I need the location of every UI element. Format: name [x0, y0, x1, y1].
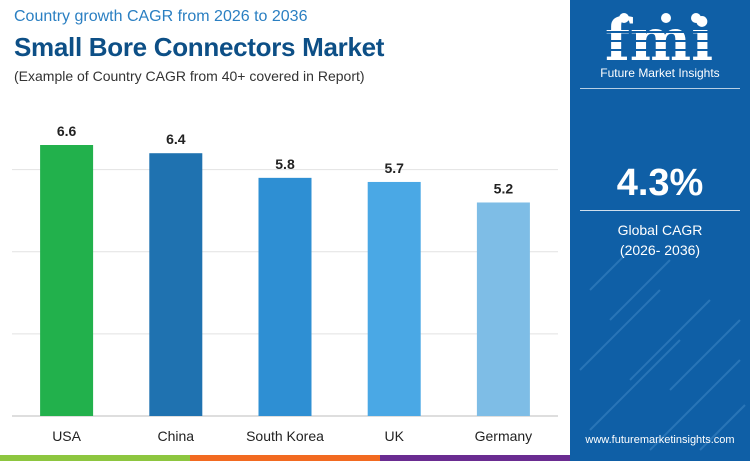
- bottom-bar-segment: [0, 455, 190, 461]
- bar-chart: 6.6 USA 6.4 China 5.8 South Korea 5.7 UK 5.2 Germ…: [12, 123, 558, 444]
- data-label: 5.2: [494, 180, 514, 196]
- logo-person-icon: [691, 13, 701, 23]
- logo-subtitle: Future Market Insights: [600, 66, 720, 80]
- bar-usa: [40, 145, 94, 416]
- x-tick-label: UK: [384, 428, 404, 444]
- global-cagr-label-line1: Global CAGR: [617, 222, 703, 238]
- x-tick-label: South Korea: [246, 428, 324, 444]
- bar-germany: [476, 202, 530, 416]
- x-tick-label: USA: [52, 428, 81, 444]
- bottom-bar-segment: [190, 455, 380, 461]
- global-cagr-label-period: (2026- 2036): [619, 242, 701, 258]
- data-label: 5.7: [384, 160, 404, 176]
- website-link[interactable]: www.futuremarketinsights.com: [585, 434, 735, 446]
- logo-cart-icon: [661, 13, 671, 23]
- logo-globe-icon: [619, 13, 629, 23]
- texture-pattern: [579, 249, 746, 451]
- fmi-logo: fmi: [599, 8, 719, 74]
- bottom-color-bar: [0, 455, 570, 461]
- bar-uk: [367, 181, 421, 416]
- bar-south-korea: [258, 177, 312, 416]
- global-cagr-label: Global CAGR (2026- 2036): [570, 220, 750, 260]
- data-label: 6.6: [57, 123, 77, 139]
- x-tick-label: Germany: [475, 428, 533, 444]
- bar-china: [149, 153, 203, 416]
- x-tick-label: China: [158, 428, 195, 444]
- global-cagr-value: 4.3%: [616, 162, 704, 204]
- chart-panel: Country growth CAGR from 2026 to 2036 Sm…: [0, 8, 570, 461]
- chart-subtitle: Country growth CAGR from 2026 to 2036: [14, 8, 308, 25]
- data-label: 5.8: [275, 156, 295, 172]
- kpi-divider: [580, 210, 740, 211]
- chart-title: Small Bore Connectors Market: [14, 32, 385, 62]
- data-label: 6.4: [166, 131, 186, 147]
- divider: [580, 88, 740, 89]
- chart-note: (Example of Country CAGR from 40+ covere…: [14, 68, 365, 84]
- bottom-bar-segment: [380, 455, 570, 461]
- sidebar-panel: fmi Future Market Insights 4.3% Global C…: [570, 0, 750, 461]
